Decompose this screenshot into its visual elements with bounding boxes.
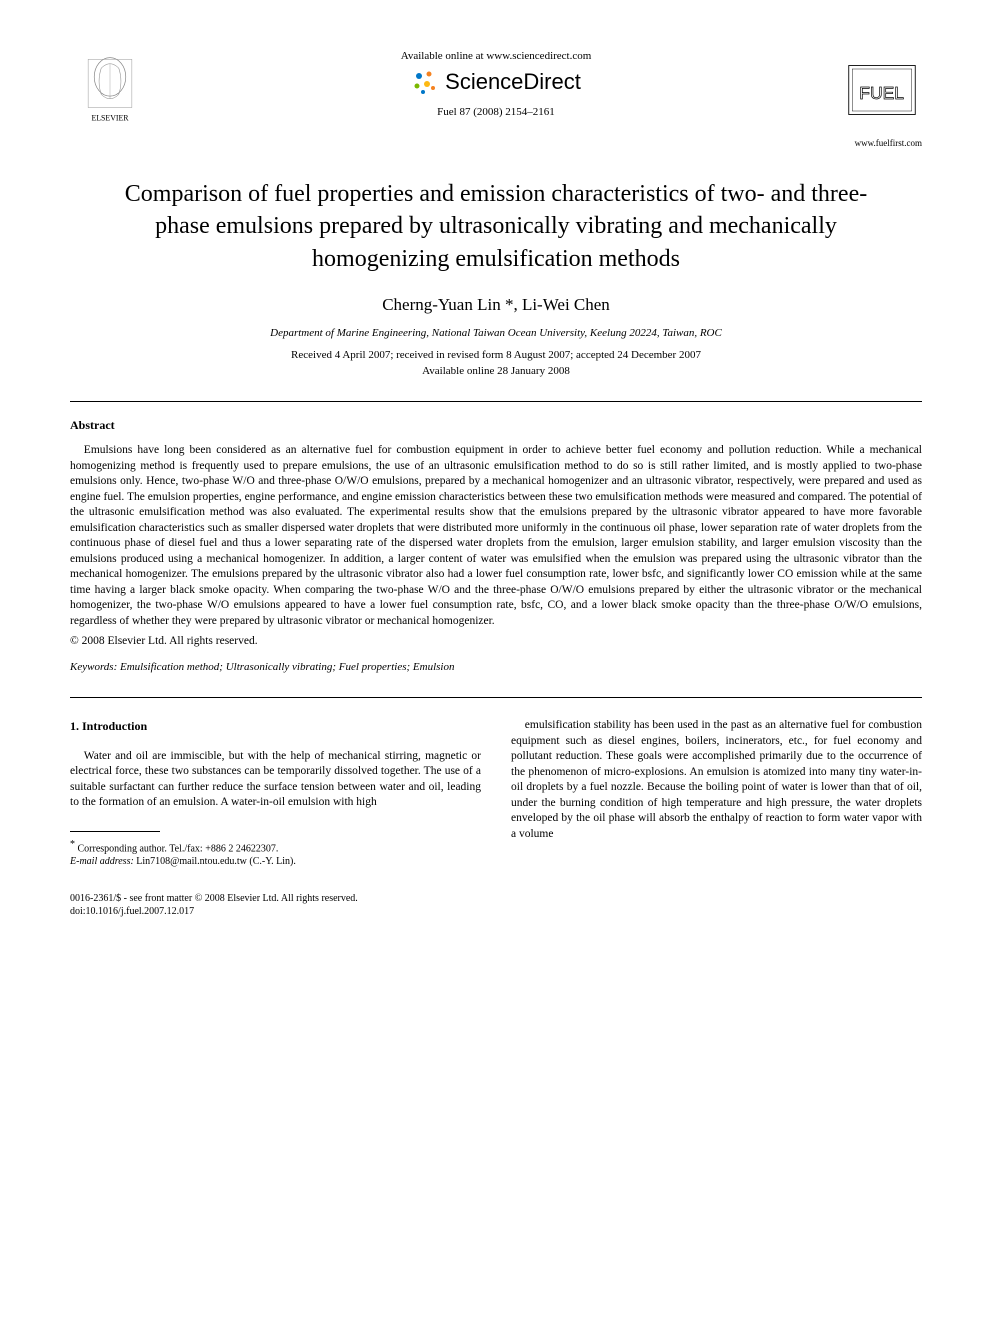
sciencedirect-logo: ScienceDirect: [150, 68, 842, 96]
footnote-email[interactable]: Lin7108@mail.ntou.edu.tw: [136, 856, 247, 867]
journal-citation: Fuel 87 (2008) 2154–2161: [150, 106, 842, 118]
abstract-text: Emulsions have long been considered as a…: [70, 443, 922, 629]
header-center: Available online at www.sciencedirect.co…: [150, 50, 842, 118]
bottom-info: 0016-2361/$ - see front matter © 2008 El…: [70, 892, 922, 918]
doi-line: doi:10.1016/j.fuel.2007.12.017: [70, 905, 922, 918]
footnote-email-name: (C.-Y. Lin).: [249, 856, 295, 867]
keywords-text: Emulsification method; Ultrasonically vi…: [120, 661, 454, 673]
intro-paragraph-left: Water and oil are immiscible, but with t…: [70, 749, 481, 811]
sciencedirect-text: ScienceDirect: [445, 69, 581, 95]
footnote-corresponding-text: Corresponding author. Tel./fax: +886 2 2…: [78, 843, 279, 854]
section-1-heading: 1. Introduction: [70, 718, 481, 734]
header-right: FUEL www.fuelfirst.com: [842, 50, 922, 148]
svg-text:ELSEVIER: ELSEVIER: [91, 114, 129, 123]
journal-url: www.fuelfirst.com: [855, 138, 922, 148]
keywords-label: Keywords:: [70, 661, 117, 673]
footnote-block: * Corresponding author. Tel./fax: +886 2…: [70, 838, 481, 868]
footnote-email-line: E-mail address: Lin7108@mail.ntou.edu.tw…: [70, 855, 481, 868]
abstract-heading: Abstract: [70, 418, 922, 433]
footnote-corresponding: * Corresponding author. Tel./fax: +886 2…: [70, 838, 481, 855]
column-left: 1. Introduction Water and oil are immisc…: [70, 718, 481, 868]
fuel-journal-logo: FUEL: [842, 50, 922, 130]
divider-top: [70, 401, 922, 402]
intro-paragraph-right: emulsification stability has been used i…: [511, 718, 922, 842]
asterisk-icon: *: [70, 839, 75, 850]
dates-received: Received 4 April 2007; received in revis…: [70, 349, 922, 361]
header-row: ELSEVIER Available online at www.science…: [70, 50, 922, 148]
elsevier-logo: ELSEVIER: [70, 50, 150, 130]
footnote-email-label: E-mail address:: [70, 856, 134, 867]
column-right: emulsification stability has been used i…: [511, 718, 922, 868]
keywords: Keywords: Emulsification method; Ultraso…: [70, 661, 922, 673]
abstract-copyright: © 2008 Elsevier Ltd. All rights reserved…: [70, 635, 922, 647]
dates-available: Available online 28 January 2008: [70, 365, 922, 377]
available-online-text: Available online at www.sciencedirect.co…: [150, 50, 842, 62]
svg-text:FUEL: FUEL: [859, 83, 904, 103]
sd-dots-icon: [411, 68, 439, 96]
front-matter-line: 0016-2361/$ - see front matter © 2008 El…: [70, 892, 922, 905]
affiliation: Department of Marine Engineering, Nation…: [70, 327, 922, 339]
body-columns: 1. Introduction Water and oil are immisc…: [70, 718, 922, 868]
authors: Cherng-Yuan Lin *, Li-Wei Chen: [70, 295, 922, 315]
footnote-separator: [70, 831, 160, 832]
divider-bottom: [70, 697, 922, 698]
paper-title: Comparison of fuel properties and emissi…: [110, 178, 882, 275]
